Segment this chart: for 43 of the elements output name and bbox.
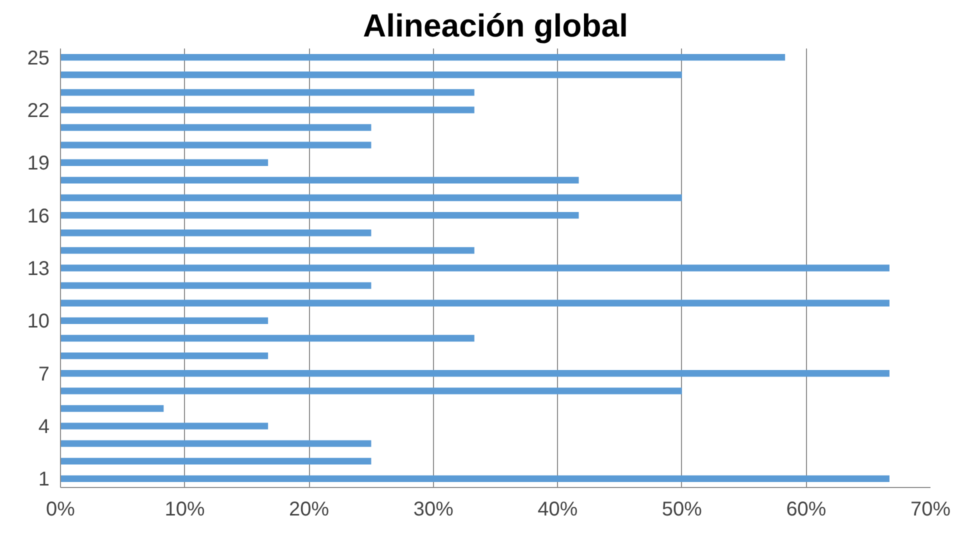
bar xyxy=(60,440,372,447)
x-tick-label: 0% xyxy=(46,498,76,520)
bar xyxy=(60,194,682,202)
bar xyxy=(60,142,372,148)
bar xyxy=(60,352,268,360)
bar xyxy=(60,54,786,61)
x-tick-label: 40% xyxy=(538,498,578,520)
y-tick-label: 19 xyxy=(27,152,50,175)
bar xyxy=(60,176,579,184)
y-tick-label: 7 xyxy=(38,363,50,386)
bar xyxy=(60,264,890,272)
bar xyxy=(60,230,372,236)
y-tick-label: 10 xyxy=(27,310,50,333)
bar xyxy=(60,334,474,342)
y-tick-label: 16 xyxy=(27,205,50,228)
bar xyxy=(60,370,890,377)
bar xyxy=(60,159,268,166)
y-tick-label: 25 xyxy=(27,47,50,70)
bar xyxy=(60,458,372,464)
bar xyxy=(60,212,579,219)
bar xyxy=(60,317,268,324)
bar xyxy=(60,475,890,482)
x-tick-label: 10% xyxy=(164,498,206,520)
bar xyxy=(60,422,268,430)
bar xyxy=(60,72,682,78)
y-tick-label: 4 xyxy=(38,416,50,438)
bar xyxy=(60,282,372,289)
bar xyxy=(60,106,474,114)
bar xyxy=(60,405,164,412)
bar xyxy=(60,247,474,254)
x-tick-label: 50% xyxy=(662,498,702,520)
bar xyxy=(60,300,890,306)
x-tick-label: 70% xyxy=(910,498,951,520)
bar xyxy=(60,124,372,131)
bar xyxy=(60,89,474,96)
y-tick-label: 1 xyxy=(38,468,50,491)
x-tick-label: 30% xyxy=(413,498,454,520)
x-tick-label: 60% xyxy=(786,498,826,520)
x-tick-label: 20% xyxy=(289,498,330,520)
bar xyxy=(60,388,682,394)
y-tick-label: 22 xyxy=(27,100,50,122)
chart-title: Alineación global xyxy=(363,8,628,44)
y-tick-label: 13 xyxy=(27,258,50,280)
